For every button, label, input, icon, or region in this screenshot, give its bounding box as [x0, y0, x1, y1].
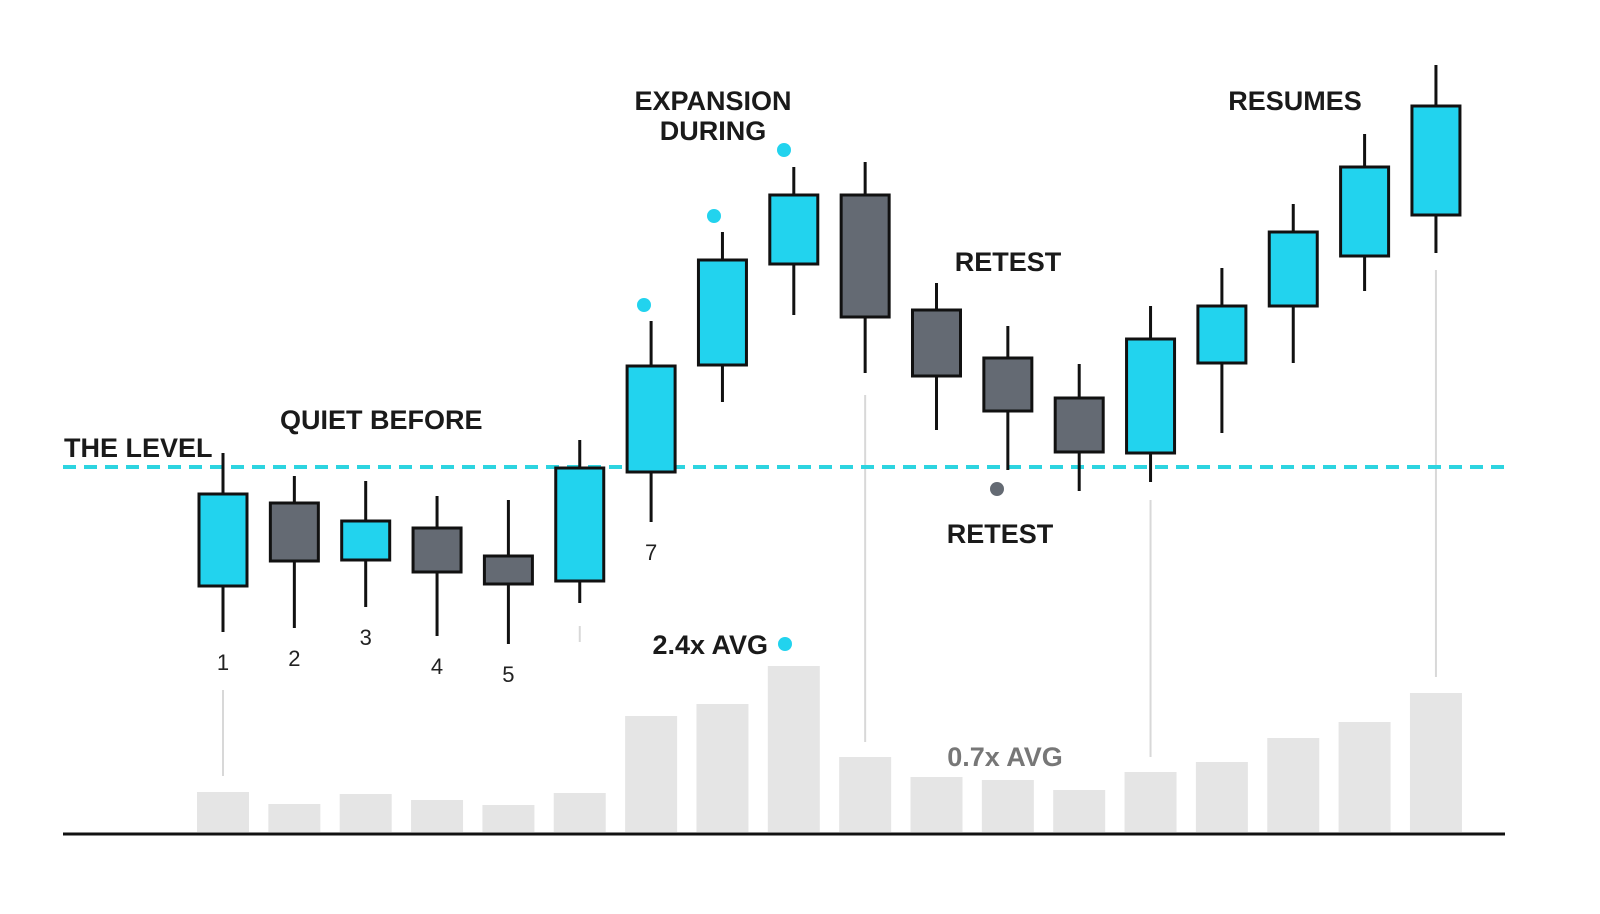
x-tick-label: 3 — [360, 625, 372, 650]
x-tick-label: 7 — [645, 540, 657, 565]
volume-bar — [411, 800, 464, 832]
volume-bar — [1053, 790, 1106, 832]
candle-body — [1339, 165, 1391, 258]
candle-body — [197, 492, 249, 588]
volume-bar — [696, 704, 749, 832]
volume-bar — [482, 805, 535, 832]
volume-bar — [197, 792, 249, 832]
volume-bar — [1124, 772, 1177, 832]
volume-label: 2.4x AVG — [652, 630, 768, 660]
marker-dot — [778, 637, 792, 651]
expansion-label: EXPANSION — [634, 86, 791, 116]
x-tick-label: 2 — [288, 646, 300, 671]
candle-body — [1410, 104, 1462, 217]
volume-bar — [1338, 722, 1391, 832]
marker-dot — [707, 209, 721, 223]
candle-body — [839, 193, 891, 319]
volume-bar — [981, 780, 1034, 832]
level-label: THE LEVEL — [64, 433, 213, 463]
volume-bar — [339, 794, 392, 832]
volume-bar — [1267, 738, 1320, 832]
x-tick-label: 4 — [431, 654, 443, 679]
candle-body — [411, 526, 463, 574]
retest-label: RETEST — [955, 247, 1062, 277]
volume-bar — [767, 666, 820, 832]
marker-dot — [777, 143, 791, 157]
volume-bar — [910, 777, 963, 832]
candle-body — [482, 554, 534, 586]
candle-body — [340, 519, 392, 562]
x-tick-label: 5 — [502, 662, 514, 687]
candle-body — [768, 193, 820, 266]
volume-bar — [268, 804, 321, 832]
expansion-label: DURING — [660, 116, 767, 146]
volume-label: 0.7x AVG — [947, 742, 1063, 772]
x-tick-label: 1 — [217, 650, 229, 675]
marker-dot — [990, 482, 1004, 496]
volume-bar — [625, 716, 678, 832]
candle-body — [1267, 230, 1319, 308]
candle-body — [625, 364, 677, 474]
background-layer — [197, 270, 1462, 832]
volume-bar — [553, 793, 606, 832]
candle-body — [1053, 396, 1105, 454]
volume-bar — [1409, 693, 1462, 832]
candle-body — [696, 258, 748, 367]
quiet-label: QUIET BEFORE — [280, 405, 483, 435]
volume-bar — [839, 757, 892, 832]
candle-body — [1125, 337, 1177, 455]
candle-body — [554, 466, 606, 583]
candle-body — [268, 501, 320, 563]
volume-bar — [1195, 762, 1248, 832]
resumes-label: RESUMES — [1228, 86, 1362, 116]
retest-label: RETEST — [947, 519, 1054, 549]
candle-body — [982, 356, 1034, 413]
candle-body — [1196, 304, 1248, 365]
marker-dot — [637, 298, 651, 312]
candle-body — [911, 308, 962, 378]
